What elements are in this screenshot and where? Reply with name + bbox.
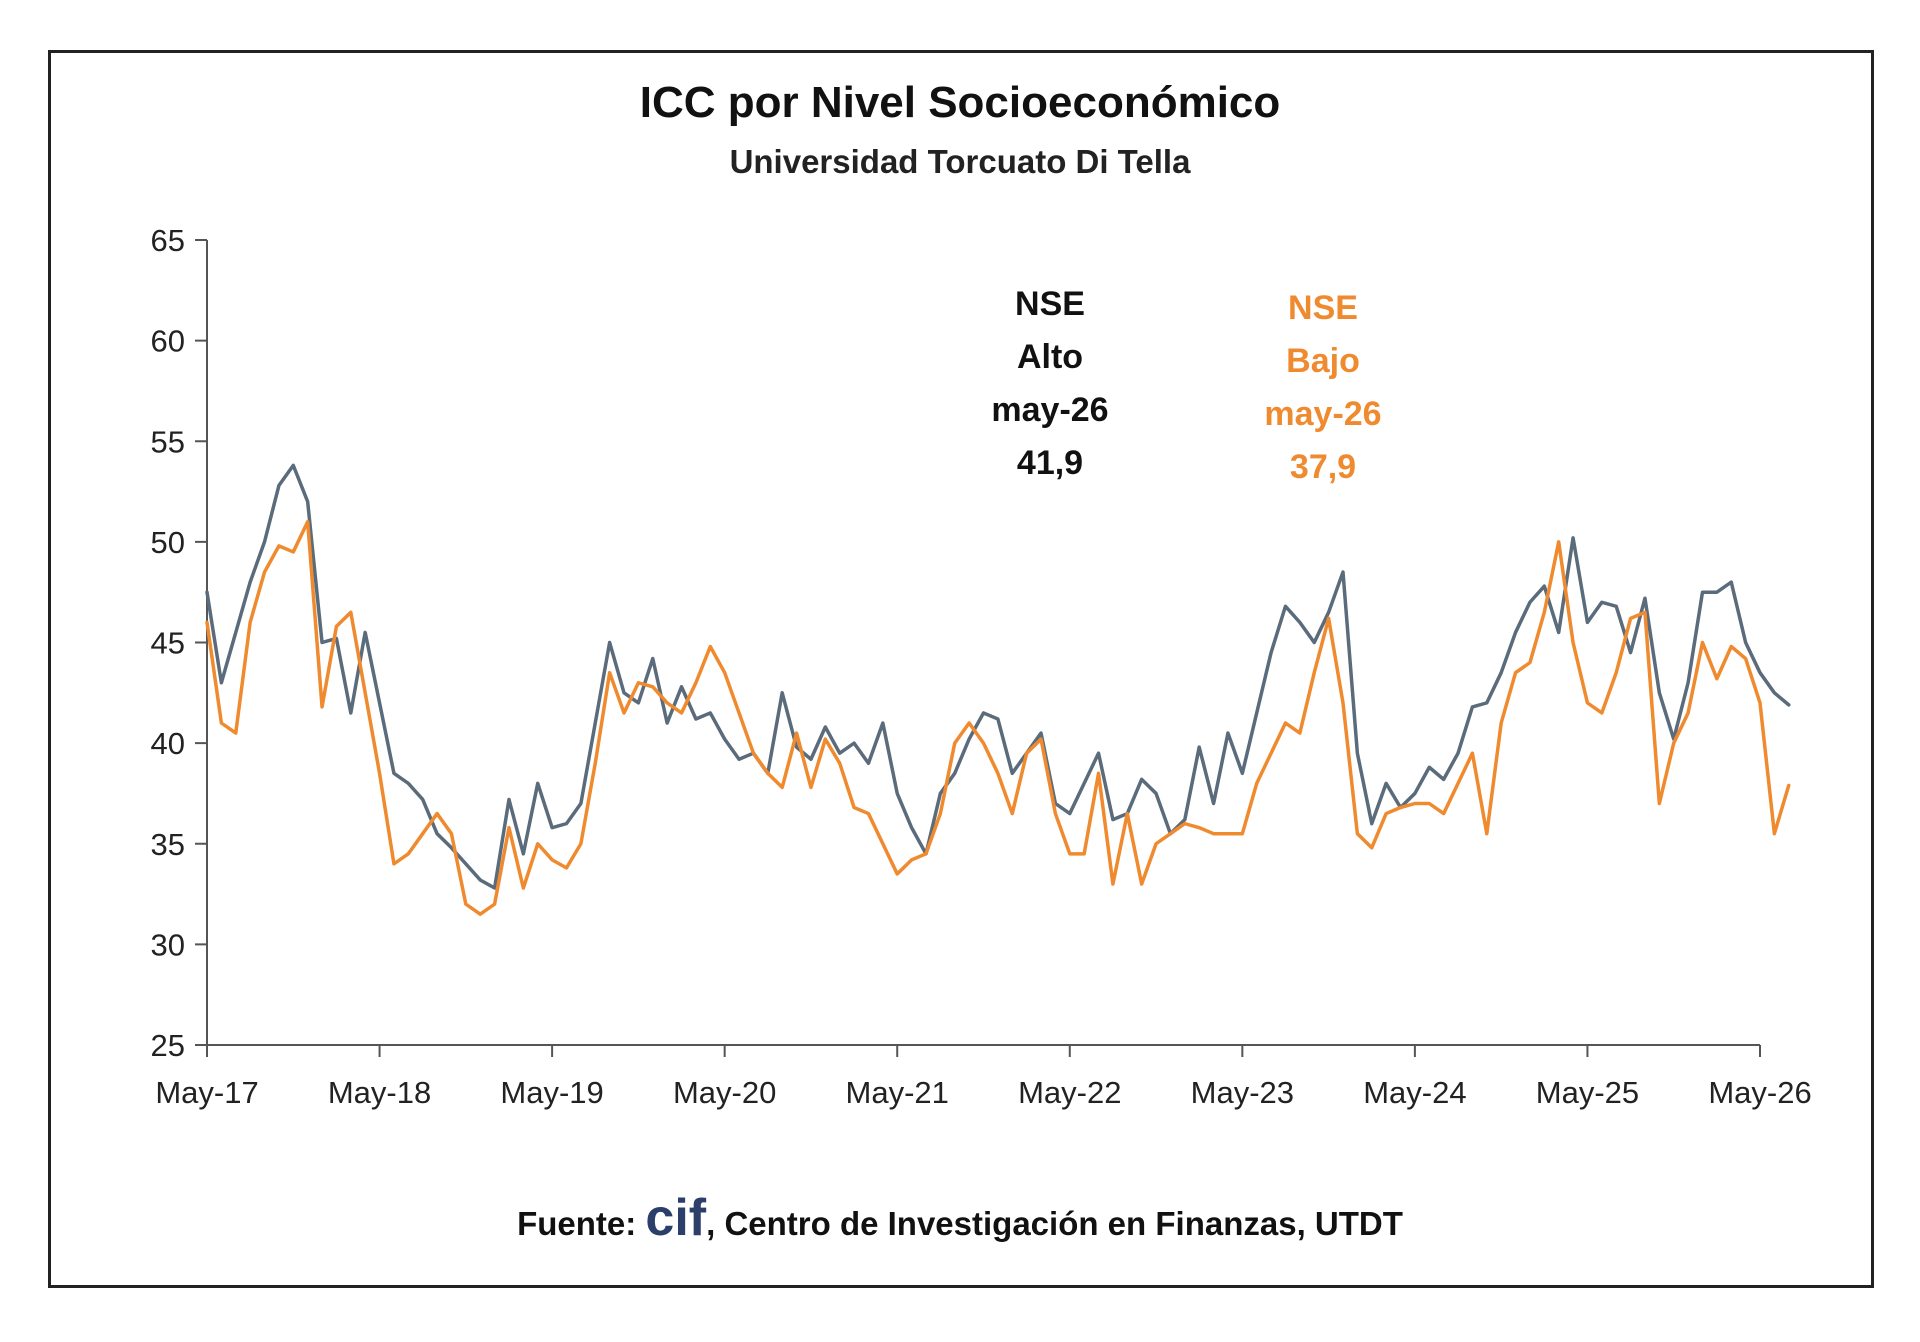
annotation-nse-alto: NSE Alto may-26 41,9: [950, 278, 1150, 490]
cif-logo: cif: [645, 1189, 707, 1247]
chart-subtitle: Universidad Torcuato Di Tella: [729, 143, 1191, 180]
y-tick-label: 30: [151, 927, 185, 962]
annotation-alto-line: NSE: [1015, 285, 1085, 323]
x-tick-label: May-21: [846, 1075, 949, 1110]
y-tick-label: 50: [151, 525, 185, 560]
y-tick-label: 65: [151, 223, 185, 258]
y-tick-label: 55: [151, 424, 185, 459]
annotation-nse-bajo: NSE Bajo may-26 37,9: [1223, 282, 1423, 494]
x-tick-label: May-17: [155, 1075, 258, 1110]
source-footer: Fuente: cif, Centro de Investigación en …: [0, 1188, 1920, 1248]
annotation-alto-line: Alto: [1016, 338, 1084, 376]
annotation-bajo-value: 37,9: [1289, 448, 1357, 486]
y-tick-label: 40: [151, 726, 185, 761]
x-tick-label: May-19: [500, 1075, 603, 1110]
chart-frame: [48, 50, 1874, 1288]
annotation-bajo-line: may-26: [1264, 395, 1382, 433]
footer-suffix: , Centro de Investigación en Finanzas, U…: [706, 1205, 1403, 1242]
y-tick-label: 35: [151, 827, 185, 862]
y-tick-label: 25: [151, 1028, 185, 1063]
x-tick-label: May-25: [1536, 1075, 1639, 1110]
x-tick-label: May-18: [328, 1075, 431, 1110]
x-tick-label: May-24: [1363, 1075, 1466, 1110]
annotation-alto-value: 41,9: [1016, 444, 1084, 482]
y-tick-label: 60: [151, 324, 185, 359]
x-tick-label: May-22: [1018, 1075, 1121, 1110]
series-line-nse-alto: [205, 463, 1791, 890]
annotation-bajo-line: Bajo: [1286, 342, 1360, 380]
x-tick-label: May-26: [1708, 1075, 1811, 1110]
chart-title: ICC por Nivel Socioeconómico: [639, 78, 1281, 127]
annotation-alto-line: may-26: [991, 391, 1109, 429]
y-tick-label: 45: [151, 626, 185, 661]
annotation-bajo-line: NSE: [1288, 289, 1358, 327]
series-line-nse-bajo: [205, 520, 1791, 916]
footer-prefix: Fuente:: [517, 1205, 646, 1242]
x-tick-label: May-23: [1191, 1075, 1294, 1110]
x-tick-label: May-20: [673, 1075, 776, 1110]
